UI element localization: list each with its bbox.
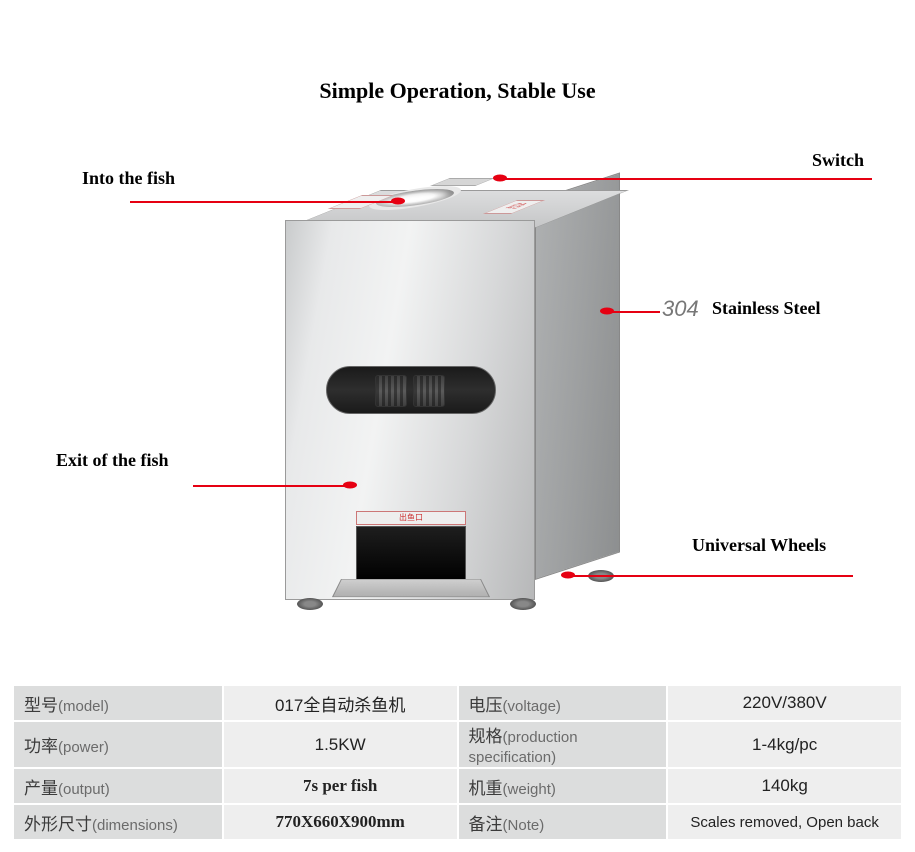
spec-value: Scales removed, Open back xyxy=(667,804,902,840)
table-row: 功率(power)1.5KW规格(production specificatio… xyxy=(13,721,902,768)
dot-switch xyxy=(493,175,507,182)
line-wheels xyxy=(570,575,853,577)
label-into-fish: Into the fish xyxy=(82,168,175,189)
spec-header: 规格(production specification) xyxy=(458,721,668,768)
label-switch: Switch xyxy=(812,150,864,171)
dot-wheels xyxy=(561,572,575,579)
chute-flap xyxy=(332,579,490,597)
machine-side-panel xyxy=(535,172,620,580)
spec-value: 7s per fish xyxy=(223,768,458,804)
dot-into-fish xyxy=(391,198,405,205)
spec-value: 770X660X900mm xyxy=(223,804,458,840)
page-title: Simple Operation, Stable Use xyxy=(0,78,915,104)
table-row: 型号(model)017全自动杀鱼机电压(voltage)220V/380V xyxy=(13,685,902,721)
label-304: 304 xyxy=(662,296,699,322)
label-stainless-steel: Stainless Steel xyxy=(712,298,821,319)
spec-header: 功率(power) xyxy=(13,721,223,768)
switch-plate xyxy=(430,178,495,186)
spec-value: 017全自动杀鱼机 xyxy=(223,685,458,721)
spec-table: 型号(model)017全自动杀鱼机电压(voltage)220V/380V功率… xyxy=(12,684,903,841)
roller-window xyxy=(326,366,496,414)
roller-icon xyxy=(375,375,407,407)
spec-value: 1-4kg/pc xyxy=(667,721,902,768)
spec-header: 机重(weight) xyxy=(458,768,668,804)
spec-value: 140kg xyxy=(667,768,902,804)
wheel-icon xyxy=(510,598,536,610)
machine-illustration: ——— 红色 出鱼口 xyxy=(285,180,625,620)
spec-table-body: 型号(model)017全自动杀鱼机电压(voltage)220V/380V功率… xyxy=(13,685,902,840)
line-into-fish xyxy=(130,201,393,203)
label-exit-fish: Exit of the fish xyxy=(56,450,169,471)
machine-front-panel: 出鱼口 xyxy=(285,220,535,600)
spec-value: 220V/380V xyxy=(667,685,902,721)
line-steel xyxy=(609,311,660,313)
table-row: 产量(output)7s per fish机重(weight)140kg xyxy=(13,768,902,804)
line-exit-fish xyxy=(193,485,345,487)
spec-header: 产量(output) xyxy=(13,768,223,804)
fish-exit-chute xyxy=(356,526,466,581)
table-row: 外形尺寸(dimensions)770X660X900mm备注(Note)Sca… xyxy=(13,804,902,840)
spec-value: 1.5KW xyxy=(223,721,458,768)
line-switch xyxy=(501,178,872,180)
spec-header: 外形尺寸(dimensions) xyxy=(13,804,223,840)
spec-header: 电压(voltage) xyxy=(458,685,668,721)
label-wheels: Universal Wheels xyxy=(692,535,826,556)
dot-steel xyxy=(600,308,614,315)
dot-exit-fish xyxy=(343,482,357,489)
spec-header: 备注(Note) xyxy=(458,804,668,840)
chute-sticker: 出鱼口 xyxy=(356,511,466,525)
roller-icon xyxy=(413,375,445,407)
spec-header: 型号(model) xyxy=(13,685,223,721)
wheel-icon xyxy=(297,598,323,610)
